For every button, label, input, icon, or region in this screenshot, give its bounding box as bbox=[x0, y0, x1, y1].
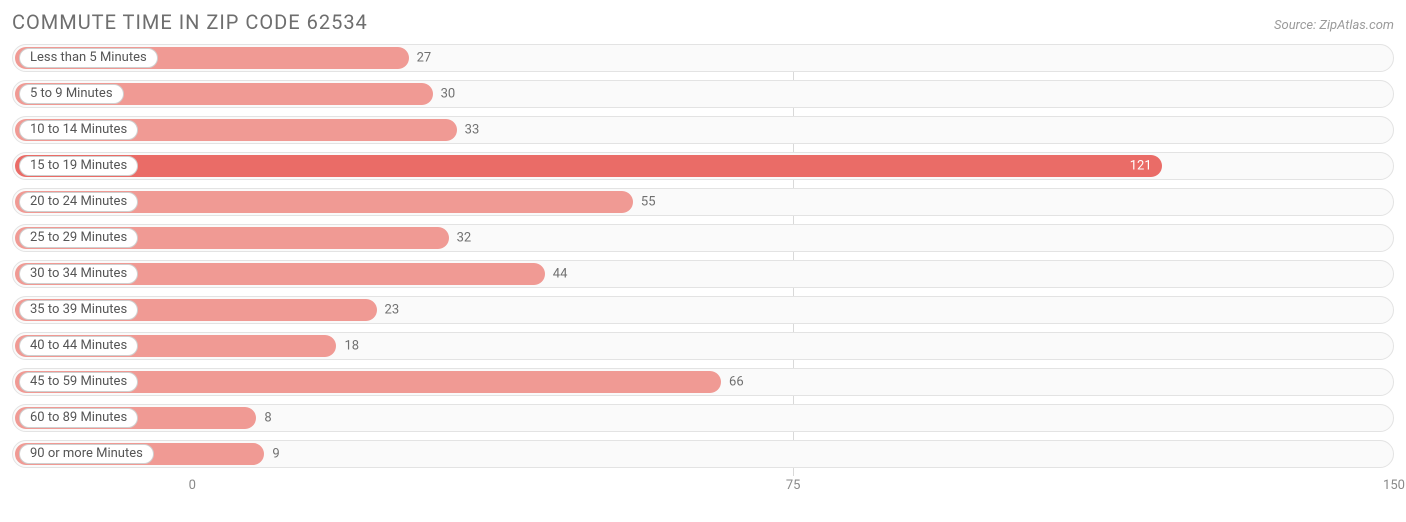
chart-title: Commute Time in Zip Code 62534 bbox=[12, 10, 368, 34]
value-label: 27 bbox=[417, 51, 432, 66]
bar-row: 20 to 24 Minutes 55 bbox=[12, 188, 1394, 216]
category-pill: 35 to 39 Minutes bbox=[19, 300, 138, 320]
x-tick-label: 75 bbox=[786, 478, 801, 493]
bar-row: 25 to 29 Minutes 32 bbox=[12, 224, 1394, 252]
value-label: 23 bbox=[385, 303, 400, 318]
value-label: 30 bbox=[441, 87, 456, 102]
value-label: 55 bbox=[641, 195, 656, 210]
bar-row: 10 to 14 Minutes 33 bbox=[12, 116, 1394, 144]
category-pill: 25 to 29 Minutes bbox=[19, 228, 138, 248]
category-pill: 60 to 89 Minutes bbox=[19, 408, 138, 428]
plot-area: Less than 5 Minutes 27 5 to 9 Minutes 30 10 … bbox=[12, 44, 1394, 476]
bar-row: 35 to 39 Minutes 23 bbox=[12, 296, 1394, 324]
category-pill: 30 to 34 Minutes bbox=[19, 264, 138, 284]
x-tick-label: 0 bbox=[189, 478, 196, 493]
value-label: 18 bbox=[344, 339, 359, 354]
bar-row: 15 to 19 Minutes 121 bbox=[12, 152, 1394, 180]
bar-row: 40 to 44 Minutes 18 bbox=[12, 332, 1394, 360]
chart-container: Commute Time in Zip Code 62534 Source: Z… bbox=[0, 0, 1406, 522]
x-tick-label: 150 bbox=[1383, 478, 1405, 493]
category-pill: 15 to 19 Minutes bbox=[19, 156, 138, 176]
chart-header: Commute Time in Zip Code 62534 Source: Z… bbox=[12, 10, 1394, 34]
category-pill: 40 to 44 Minutes bbox=[19, 336, 138, 356]
bar bbox=[15, 155, 1162, 177]
value-label: 44 bbox=[553, 267, 568, 282]
value-label: 33 bbox=[465, 123, 480, 138]
value-label: 9 bbox=[272, 447, 279, 462]
value-label: 8 bbox=[264, 411, 271, 426]
bar-row: Less than 5 Minutes 27 bbox=[12, 44, 1394, 72]
category-pill: 90 or more Minutes bbox=[19, 444, 154, 464]
category-pill: 10 to 14 Minutes bbox=[19, 120, 138, 140]
bar-row: 30 to 34 Minutes 44 bbox=[12, 260, 1394, 288]
bar-row: 90 or more Minutes 9 bbox=[12, 440, 1394, 468]
category-pill: 45 to 59 Minutes bbox=[19, 372, 138, 392]
x-axis-ticks: 075150 bbox=[12, 478, 1394, 498]
category-pill: 5 to 9 Minutes bbox=[19, 84, 124, 104]
category-pill: 20 to 24 Minutes bbox=[19, 192, 138, 212]
chart-source: Source: ZipAtlas.com bbox=[1274, 18, 1394, 33]
value-label: 66 bbox=[729, 375, 744, 390]
bar-row: 60 to 89 Minutes 8 bbox=[12, 404, 1394, 432]
category-pill: Less than 5 Minutes bbox=[19, 48, 158, 68]
value-label: 121 bbox=[1130, 159, 1152, 174]
bar-row: 45 to 59 Minutes 66 bbox=[12, 368, 1394, 396]
value-label: 32 bbox=[457, 231, 472, 246]
bar-row: 5 to 9 Minutes 30 bbox=[12, 80, 1394, 108]
